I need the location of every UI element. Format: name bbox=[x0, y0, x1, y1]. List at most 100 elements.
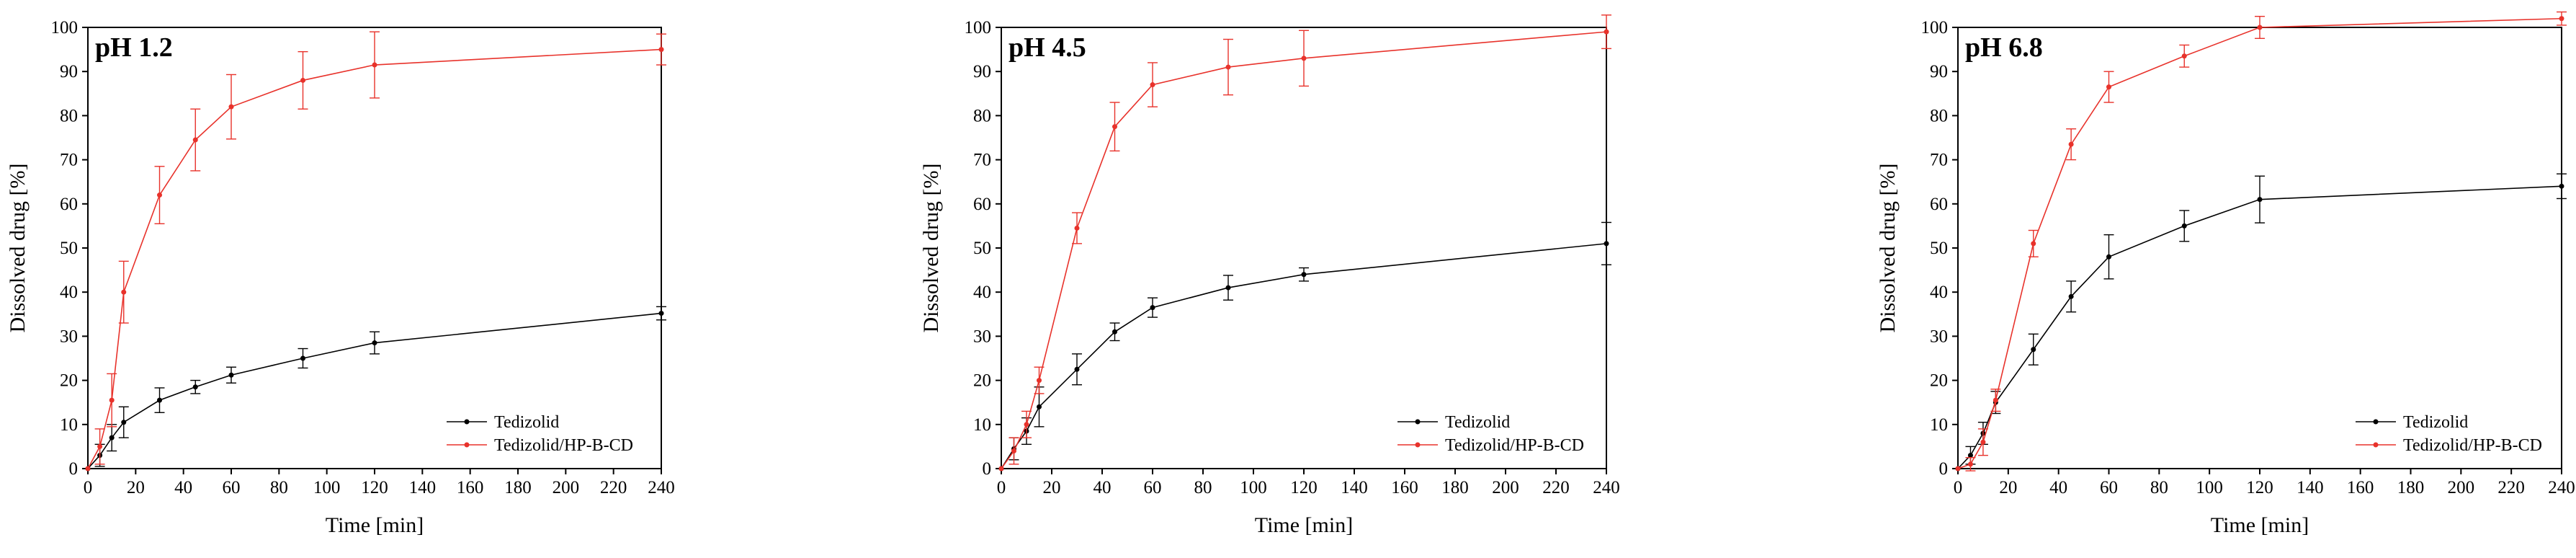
x-tick-label: 40 bbox=[174, 478, 192, 497]
y-tick-label: 80 bbox=[60, 106, 78, 125]
legend-marker bbox=[1415, 419, 1421, 425]
y-tick-label: 20 bbox=[973, 371, 991, 391]
x-tick-label: 80 bbox=[1194, 478, 1212, 497]
series-line bbox=[1957, 17, 2562, 469]
panel-title: pH 1.2 bbox=[95, 32, 173, 63]
data-point bbox=[1604, 29, 1609, 35]
plot-frame bbox=[1957, 27, 2562, 469]
panel-title: pH 6.8 bbox=[1965, 32, 2043, 63]
data-point bbox=[1955, 466, 1961, 471]
x-tick-label: 0 bbox=[997, 478, 1006, 497]
data-point bbox=[1074, 366, 1080, 372]
data-point bbox=[2257, 197, 2263, 203]
data-point bbox=[372, 340, 377, 346]
chart-panel-2: 0 20 40 60 80 100 120 140 160 180 200 220 240 0 10 20 30… bbox=[919, 14, 1620, 537]
x-tick-label: 40 bbox=[1094, 478, 1112, 497]
x-tick-label: 160 bbox=[457, 478, 484, 497]
y-tick-label: 60 bbox=[1930, 195, 1948, 214]
legend-marker bbox=[464, 419, 470, 425]
data-point bbox=[1301, 56, 1307, 61]
data-point bbox=[1074, 225, 1080, 231]
series-tedizolid bbox=[1955, 173, 2567, 471]
data-point bbox=[1225, 285, 1231, 291]
data-point bbox=[228, 104, 234, 110]
data-point bbox=[1993, 397, 1998, 403]
data-point bbox=[300, 77, 305, 83]
y-tick-label: 0 bbox=[69, 459, 79, 479]
series-tedizolid bbox=[998, 221, 1611, 471]
chart-panel-3: 0 20 40 60 80 100 120 140 160 180 200 220 240 0 10 20 30… bbox=[1876, 11, 2575, 537]
y-tick-label: 30 bbox=[1930, 327, 1948, 346]
data-point bbox=[109, 435, 115, 440]
data-point bbox=[1150, 82, 1155, 88]
x-tick-label: 200 bbox=[553, 478, 580, 497]
data-point bbox=[1024, 422, 1029, 428]
data-point bbox=[228, 372, 234, 378]
y-tick-label: 20 bbox=[60, 371, 78, 391]
y-tick-label: 70 bbox=[1930, 151, 1948, 170]
x-tick-label: 240 bbox=[1593, 478, 1620, 497]
data-point bbox=[1604, 241, 1609, 247]
x-tick-label: 20 bbox=[1043, 478, 1061, 497]
y-tick-label: 40 bbox=[1930, 283, 1948, 302]
data-point bbox=[998, 466, 1004, 471]
data-point bbox=[1011, 448, 1016, 454]
legend-label: Tedizolid/HP-B-CD bbox=[2403, 436, 2542, 455]
x-tick-label: 100 bbox=[313, 478, 341, 497]
data-point bbox=[109, 397, 115, 403]
panel-title: pH 4.5 bbox=[1009, 32, 1086, 63]
legend-marker bbox=[2373, 419, 2379, 425]
x-tick-label: 20 bbox=[127, 478, 145, 497]
data-point bbox=[2068, 141, 2074, 147]
x-tick-label: 160 bbox=[2347, 478, 2374, 497]
data-point bbox=[1980, 439, 1986, 445]
series-line bbox=[87, 312, 662, 469]
data-point bbox=[300, 355, 305, 361]
data-point bbox=[1967, 461, 1973, 467]
data-point bbox=[192, 137, 198, 143]
data-point bbox=[97, 443, 103, 449]
y-tick-label: 90 bbox=[60, 62, 78, 81]
data-point bbox=[2106, 84, 2111, 90]
x-tick-label: 200 bbox=[2448, 478, 2475, 497]
x-tick-label: 160 bbox=[1391, 478, 1418, 497]
x-tick-label: 40 bbox=[2049, 478, 2067, 497]
data-point bbox=[157, 397, 162, 403]
series-tedizolid-hpbcd bbox=[998, 14, 1611, 471]
y-tick-label: 60 bbox=[60, 195, 78, 214]
x-tick-label: 200 bbox=[1492, 478, 1519, 497]
plot-frame bbox=[1001, 27, 1607, 469]
legend-label: Tedizolid bbox=[1445, 413, 1510, 432]
y-tick-label: 50 bbox=[60, 239, 78, 258]
y-tick-label: 30 bbox=[60, 327, 78, 346]
x-axis-title: Time [min] bbox=[326, 513, 424, 537]
data-point bbox=[1112, 124, 1117, 130]
data-point bbox=[2106, 254, 2111, 260]
y-tick-label: 80 bbox=[973, 106, 991, 125]
legend-label: Tedizolid bbox=[2403, 413, 2468, 432]
y-tick-label: 90 bbox=[973, 62, 991, 81]
x-tick-label: 220 bbox=[600, 478, 627, 497]
data-point bbox=[157, 192, 162, 198]
x-tick-label: 60 bbox=[223, 478, 241, 497]
data-point bbox=[121, 420, 127, 425]
data-point bbox=[85, 466, 91, 471]
x-tick-label: 80 bbox=[2150, 478, 2168, 497]
chart-panel-1: 0 20 40 60 80 100 120 140 160 180 200 220 240 0 10 20 30… bbox=[6, 18, 675, 537]
data-point bbox=[2559, 16, 2564, 22]
data-point bbox=[121, 289, 127, 295]
y-tick-label: 100 bbox=[1921, 18, 1949, 37]
x-tick-label: 220 bbox=[2497, 478, 2525, 497]
data-point bbox=[658, 47, 664, 53]
data-point bbox=[1037, 404, 1042, 409]
y-tick-label: 0 bbox=[1939, 459, 1949, 479]
x-tick-label: 0 bbox=[84, 478, 93, 497]
legend-label: Tedizolid bbox=[494, 413, 559, 432]
x-tick-label: 180 bbox=[504, 478, 532, 497]
x-tick-label: 100 bbox=[1240, 478, 1267, 497]
y-tick-label: 0 bbox=[983, 459, 992, 479]
legend-label: Tedizolid/HP-B-CD bbox=[1445, 436, 1584, 455]
x-tick-label: 180 bbox=[1441, 478, 1469, 497]
x-tick-label: 60 bbox=[2100, 478, 2118, 497]
x-tick-label: 80 bbox=[270, 478, 288, 497]
